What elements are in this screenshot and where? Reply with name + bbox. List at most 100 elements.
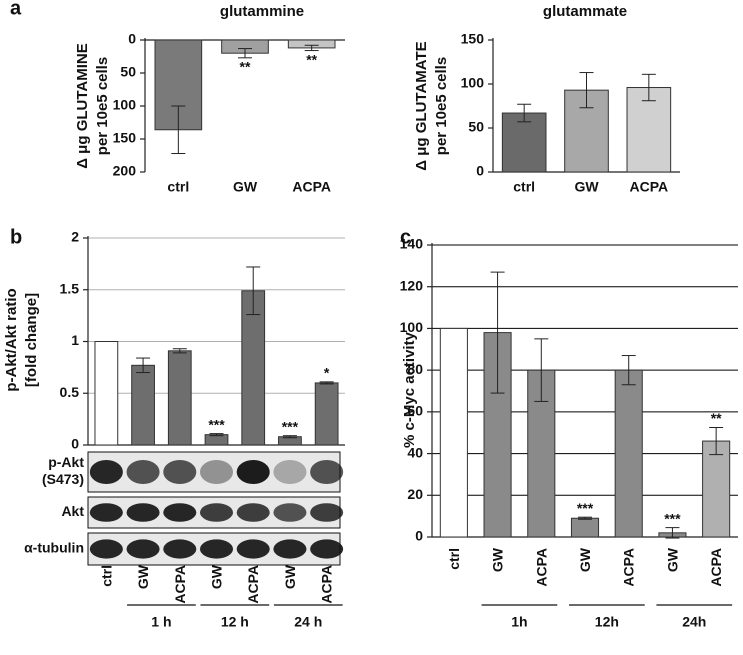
error-bar	[490, 271, 505, 394]
blot-band	[273, 503, 307, 522]
blot-band	[199, 460, 234, 484]
y-tick-label: 80	[407, 361, 423, 377]
y-axis-label: per 10e5 cells	[433, 57, 450, 155]
y-tick-label: 60	[407, 403, 423, 419]
y-tick-label: 0	[71, 436, 79, 452]
blot-band	[273, 460, 307, 484]
blot-label: Akt	[61, 503, 84, 519]
y-tick-label: 50	[120, 64, 136, 80]
x-tick-label: ACPA	[245, 565, 261, 604]
x-tick-label: GW	[664, 547, 680, 572]
significance: *	[324, 365, 330, 381]
bar	[131, 364, 155, 446]
blot-band	[236, 503, 270, 522]
y-tick-label: 0	[128, 31, 136, 47]
y-tick-label: 0.5	[60, 384, 80, 400]
significance: ***	[208, 416, 225, 432]
group-label: 24h	[682, 614, 706, 630]
x-tick-label: ctrl	[513, 179, 535, 195]
blot-band	[89, 460, 123, 484]
x-tick-label: GW	[233, 179, 258, 195]
bar	[314, 382, 339, 446]
x-tick-label: GW	[574, 179, 599, 195]
significance: ***	[282, 418, 299, 434]
error-bar	[665, 527, 680, 539]
blot-band	[199, 539, 234, 559]
x-tick-label: ACPA	[172, 565, 188, 604]
blot-band	[310, 503, 344, 522]
error-bar	[238, 48, 252, 59]
x-tick-label: ACPA	[708, 548, 724, 587]
blot-band	[89, 503, 123, 522]
y-axis-label: per 10e5 cells	[94, 57, 111, 155]
x-tick-label: ACPA	[319, 565, 335, 604]
y-tick-label: 140	[400, 236, 424, 252]
error-bar	[709, 427, 724, 456]
x-tick-label: GW	[282, 564, 298, 589]
y-tick-label: 1.5	[60, 280, 80, 296]
error-bar	[517, 103, 532, 123]
blot-band	[89, 539, 123, 559]
x-tick-label: ACPA	[292, 179, 331, 195]
error-bar	[578, 516, 592, 520]
group-label: 12 h	[221, 614, 249, 630]
y-tick-label: 1	[71, 332, 79, 348]
error-bar	[209, 433, 224, 437]
y-tick-label: 200	[113, 163, 137, 179]
y-tick-label: 2	[71, 229, 79, 245]
group-label: 1h	[511, 614, 527, 630]
blot-band	[163, 539, 197, 559]
error-bar	[282, 435, 297, 439]
error-bar	[579, 72, 594, 109]
y-tick-label: 0	[476, 163, 484, 179]
error-bar	[621, 355, 636, 386]
blot-label: (S473)	[42, 471, 84, 487]
bar	[94, 341, 119, 446]
bar	[204, 434, 229, 446]
blot-band	[310, 539, 344, 559]
significance: ***	[664, 510, 681, 526]
y-tick-label: 20	[407, 486, 423, 502]
blot-band	[126, 539, 160, 559]
group-label: 1 h	[151, 614, 171, 630]
y-axis-label: Δ μg GLUTAMATE	[413, 41, 430, 170]
error-bar	[172, 348, 187, 354]
chart-title: glutammine	[220, 3, 304, 20]
error-bar	[136, 357, 151, 374]
error-bar	[246, 266, 261, 316]
y-axis-label: % c-Myc activity	[401, 331, 418, 448]
y-tick-label: 120	[400, 277, 424, 293]
chart-title: glutammate	[543, 3, 627, 20]
y-tick-label: 0	[415, 528, 423, 544]
bar	[626, 87, 672, 173]
blot-label: p-Akt	[48, 454, 84, 470]
blot-band	[273, 539, 307, 559]
x-tick-label: ctrl	[446, 548, 462, 570]
blot-band	[163, 460, 197, 484]
blot-band	[310, 460, 344, 484]
group-label: 24 h	[294, 614, 322, 630]
group-label: 12h	[595, 614, 619, 630]
x-tick-label: GW	[490, 547, 506, 572]
y-tick-label: 100	[113, 97, 137, 113]
bar	[570, 517, 600, 538]
y-tick-label: 100	[461, 75, 485, 91]
x-tick-label: GW	[135, 564, 151, 589]
panel-label: a	[10, 0, 22, 19]
blot-label: α-tubulin	[24, 540, 84, 556]
x-tick-label: GW	[209, 564, 225, 589]
significance: **	[711, 410, 722, 426]
y-axis-label: Δ μg GLUTAMINE	[74, 43, 91, 169]
y-tick-label: 40	[407, 444, 423, 460]
y-tick-label: 50	[468, 119, 484, 135]
bar	[501, 112, 547, 173]
x-tick-label: ctrl	[167, 179, 189, 195]
error-bar	[171, 105, 186, 155]
error-bar	[319, 381, 334, 385]
significance: **	[240, 59, 251, 75]
error-bar	[304, 44, 319, 52]
x-tick-label: ACPA	[630, 179, 669, 195]
bar	[702, 440, 731, 538]
blot-band	[126, 503, 160, 522]
